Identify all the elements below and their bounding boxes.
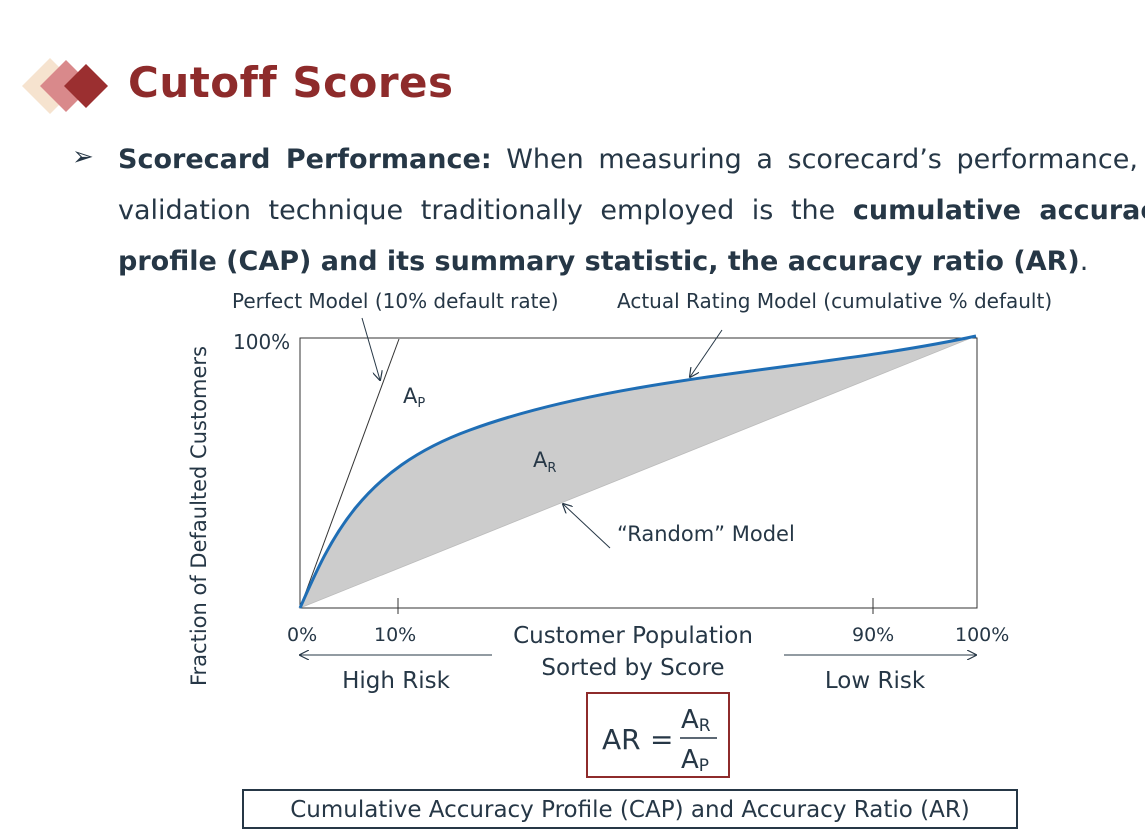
x-tick-90: 90%	[852, 624, 894, 646]
random-model-line	[299, 335, 977, 609]
diamond-dark	[64, 64, 108, 108]
y-axis-label: Fraction of Defaulted Customers	[187, 346, 211, 686]
bullet-line1-text: When measuring a scorecard’s performance…	[491, 144, 1145, 175]
bullet-lead: Scorecard Performance:	[118, 144, 492, 175]
ar-formula: AR = AR AP	[602, 705, 717, 776]
formula-denominator: AP	[681, 745, 709, 776]
high-risk-label: High Risk	[342, 668, 451, 694]
area-r-sub: R	[547, 461, 556, 476]
x-title-line1: Customer Population	[513, 623, 753, 649]
random-model-pointer	[563, 504, 611, 549]
bullet-line3-bold: profile (CAP) and its summary statistic,…	[118, 246, 1080, 277]
bullet-paragraph: Scorecard Performance: When measuring a …	[118, 134, 1145, 287]
area-r-label: AR	[533, 448, 556, 476]
perfect-model-line	[299, 338, 400, 609]
actual-rating-curve	[298, 334, 977, 609]
area-r-letter: A	[533, 448, 548, 472]
page-title: Cutoff Scores	[128, 58, 454, 107]
formula-numerator: AR	[681, 705, 711, 736]
area-p-sub: P	[417, 396, 425, 411]
y-top-tick-label: 100%	[233, 330, 290, 354]
figure-caption: Cumulative Accuracy Profile (CAP) and Ac…	[242, 789, 1018, 829]
x-tick-10: 10%	[374, 624, 416, 646]
bullet-arrow-icon: ➢	[72, 142, 94, 172]
low-risk-label: Low Risk	[825, 668, 926, 694]
plot-frame	[299, 337, 978, 609]
actual-model-pointer	[690, 329, 723, 377]
actual-model-label: Actual Rating Model (cumulative % defaul…	[617, 289, 1052, 313]
ar-formula-box: AR = AR AP	[586, 692, 730, 778]
x-title-line2: Sorted by Score	[541, 655, 724, 681]
bullet-line2-bold: cumulative accuracy	[852, 195, 1145, 226]
perfect-model-pointer	[361, 317, 380, 380]
random-model-label: “Random” Model	[617, 522, 795, 546]
formula-equals: =	[650, 723, 673, 756]
perfect-model-label: Perfect Model (10% default rate)	[232, 289, 559, 313]
x-tick-100: 100%	[955, 624, 1009, 646]
cap-diagram: Fraction of Defaulted Customers 100% Per…	[187, 289, 1052, 694]
title-logo-diamonds	[22, 58, 108, 114]
x-tick-0: 0%	[287, 624, 317, 646]
formula-lhs: AR	[602, 723, 641, 756]
area-p-letter: A	[403, 384, 418, 408]
bullet-line2-text: validation technique traditionally emplo…	[118, 195, 853, 226]
bullet-line3-end: .	[1079, 246, 1089, 277]
area-p-label: AP	[403, 384, 425, 411]
